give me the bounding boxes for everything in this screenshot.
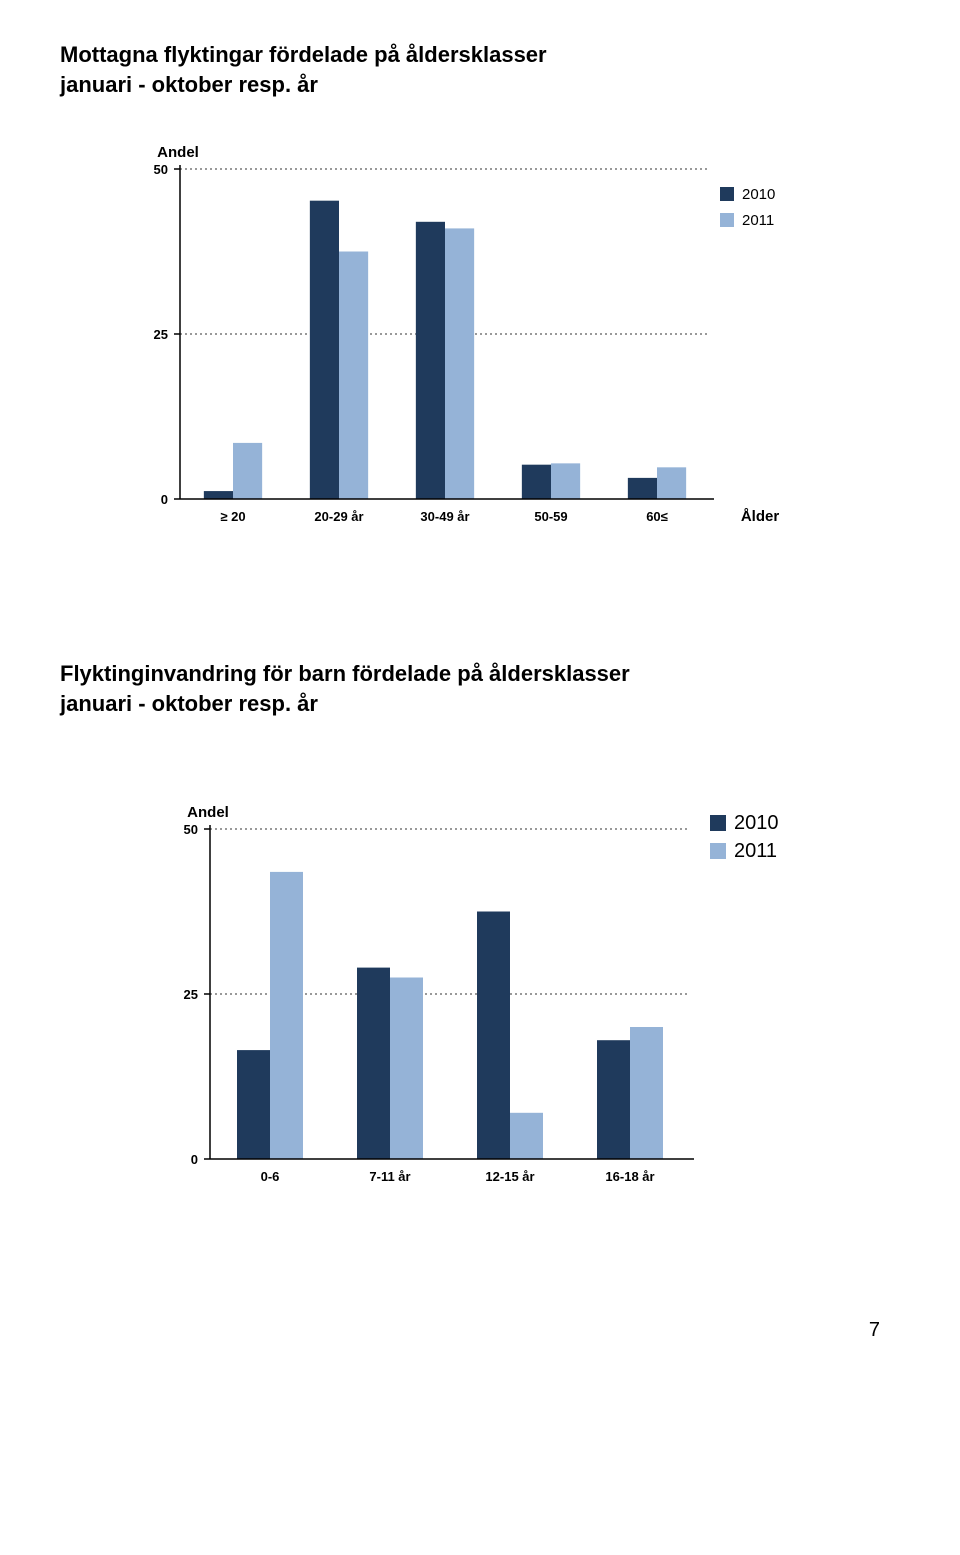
bar-2011-0 (233, 443, 262, 499)
x-tick-label: 50-59 (534, 509, 567, 524)
bar-2010-4 (628, 478, 657, 499)
legend-swatch-2010 (720, 187, 734, 201)
chart1-container: ≥ 20 20-29 år 30-49 år 50-59 60≤ 0 25 50Andel Ål… (60, 139, 900, 559)
y-tick-label: 50 (184, 822, 198, 837)
legend-swatch-2011 (710, 843, 726, 859)
chart2-title: Flyktinginvandring för barn fördelade på… (60, 659, 900, 718)
bar-2011-3 (551, 464, 580, 500)
bar-2010-3 (522, 465, 551, 499)
y-tick-label: 0 (191, 1152, 198, 1167)
bar-2010-2 (416, 222, 445, 499)
chart1-title: Mottagna flyktingar fördelade på åldersk… (60, 40, 900, 99)
chart2-container: 0-6 7-11 år 12-15 år 16-18 år 0 25 50Andel 2010… (60, 759, 900, 1219)
bar-2010-0 (204, 491, 233, 499)
y-tick-label: 25 (154, 327, 168, 342)
legend-swatch-2010 (710, 815, 726, 831)
chart2: 0-6 7-11 år 12-15 år 16-18 år 0 25 50Andel 2010… (140, 759, 820, 1219)
y-tick-label: 50 (154, 162, 168, 177)
legend-label-2011: 2011 (742, 212, 774, 229)
y-axis-title: Andel (187, 804, 229, 821)
bar-2010-0 (237, 1050, 270, 1159)
bar-2010-2 (477, 911, 510, 1159)
legend-label-2010: 2010 (742, 186, 775, 203)
bar-2011-1 (390, 977, 423, 1159)
x-tick-label: 0-6 (261, 1169, 280, 1184)
bar-2011-3 (630, 1027, 663, 1159)
legend-label-2010: 2010 (734, 812, 779, 834)
y-axis-title: Andel (157, 144, 199, 161)
page-number: 7 (60, 1319, 900, 1342)
bar-2011-2 (445, 229, 474, 500)
bar-2010-3 (597, 1040, 630, 1159)
bar-2011-0 (270, 872, 303, 1159)
x-tick-label: 60≤ (646, 509, 668, 524)
x-tick-label: 30-49 år (420, 509, 469, 524)
legend-swatch-2011 (720, 213, 734, 227)
x-axis-title: Ålder (741, 508, 780, 525)
bar-2010-1 (310, 201, 339, 499)
y-tick-label: 0 (161, 492, 168, 507)
x-tick-label: 7-11 år (369, 1169, 410, 1184)
bar-2011-2 (510, 1113, 543, 1159)
x-tick-label: ≥ 20 (220, 509, 245, 524)
chart1: ≥ 20 20-29 år 30-49 år 50-59 60≤ 0 25 50Andel Ål… (120, 139, 840, 559)
x-tick-label: 20-29 år (314, 509, 363, 524)
legend-label-2011: 2011 (734, 840, 777, 862)
x-tick-label: 16-18 år (605, 1169, 654, 1184)
bar-2011-1 (339, 252, 368, 500)
y-tick-label: 25 (184, 987, 198, 1002)
bar-2011-4 (657, 468, 686, 500)
x-tick-label: 12-15 år (485, 1169, 534, 1184)
bar-2010-1 (357, 967, 390, 1158)
